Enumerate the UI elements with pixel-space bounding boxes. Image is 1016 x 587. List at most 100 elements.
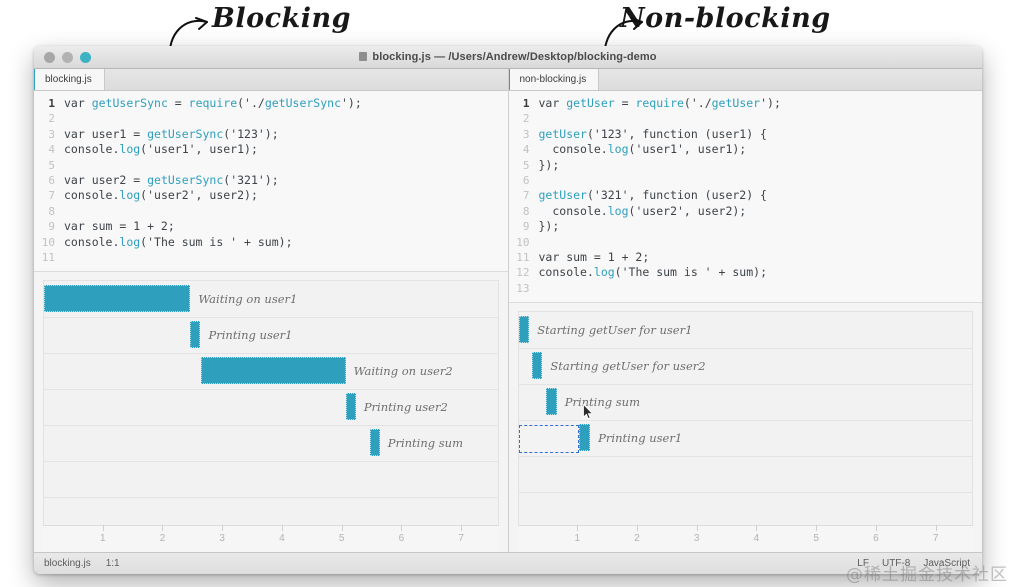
axis-tick <box>102 525 104 531</box>
chart-row-divider <box>518 456 972 458</box>
document-icon <box>359 52 368 61</box>
editor-window: blocking.js — /Users/Andrew/Desktop/bloc… <box>34 46 982 574</box>
axis-tick <box>935 525 937 531</box>
code-line: 13 <box>509 281 983 296</box>
timeline-chart-non-blocking[interactable]: Starting getUser for user1 Starting getUs… <box>517 311 973 525</box>
chart-row-divider <box>44 497 498 499</box>
axis-tick-label: 3 <box>693 533 700 544</box>
axis-tick-label: 2 <box>159 533 166 544</box>
code-text <box>64 250 71 265</box>
window-title-wrap: blocking.js — /Users/Andrew/Desktop/bloc… <box>34 51 982 63</box>
timeline-bar-label: Printing user1 <box>598 431 683 446</box>
code-line: 11 <box>34 250 508 265</box>
status-caret: 1:1 <box>105 558 120 569</box>
tab-label: blocking.js <box>45 74 92 85</box>
line-number: 4 <box>522 143 530 157</box>
axis-tick-label: 6 <box>398 533 405 544</box>
status-encoding[interactable]: UTF-8 <box>881 558 911 569</box>
line-number: 2 <box>522 112 530 126</box>
chart-row-divider <box>518 420 972 422</box>
status-language[interactable]: JavaScript <box>923 558 970 569</box>
code-line: 8 <box>34 204 508 219</box>
line-number: 1 <box>522 97 530 110</box>
code-text: console.log('user2', user2); <box>538 203 747 218</box>
code-text: var getUser = require('./getUser'); <box>538 96 781 110</box>
line-number: 3 <box>522 127 530 141</box>
tabstrip-right: non-blocking.js <box>508 69 982 91</box>
status-left: blocking.js 1:1 <box>44 558 120 569</box>
line-number: 1 <box>48 97 55 110</box>
chart-row-divider <box>44 425 498 427</box>
code-editor-blocking[interactable]: 1 var getUserSync = require('./getUserSyn… <box>34 91 508 273</box>
axis-tick-label: 1 <box>574 533 581 544</box>
axis-tick-label: 2 <box>634 533 640 544</box>
axis-tick-label: 7 <box>932 533 939 544</box>
line-number: 11 <box>41 250 55 264</box>
code-line: 2 <box>509 111 983 126</box>
chart-row-divider <box>518 492 972 494</box>
code-line: 3 getUser('123', function (user1) { <box>509 127 983 142</box>
tab-blocking-js[interactable]: blocking.js <box>34 69 105 90</box>
line-number: 3 <box>48 127 55 141</box>
tab-non-blocking-js[interactable]: non-blocking.js <box>508 69 600 90</box>
close-button[interactable] <box>44 51 55 63</box>
minimize-button[interactable] <box>62 51 73 63</box>
code-line: 6 <box>509 173 983 188</box>
timeline-bar[interactable] <box>531 352 543 380</box>
axis-tick-label: 4 <box>753 533 760 544</box>
timeline-axis-non-blocking: 1 2 3 4 5 6 7 <box>517 525 973 552</box>
status-line-ending[interactable]: LF <box>857 558 869 569</box>
axis-tick <box>341 525 343 531</box>
code-line: 6 var user2 = getUserSync('321'); <box>34 173 508 188</box>
timeline-bar[interactable] <box>44 285 191 313</box>
timeline-bar-label: Printing sum <box>564 395 640 410</box>
tab-label: non-blocking.js <box>519 74 587 85</box>
code-text: console.log('The sum is ' + sum); <box>64 234 293 249</box>
code-text: }); <box>538 157 560 172</box>
code-line: 3 var user1 = getUserSync('123'); <box>34 127 508 142</box>
code-text <box>539 111 546 126</box>
code-line: 1 var getUserSync = require('./getUserSyn… <box>34 96 508 111</box>
timeline-bar[interactable] <box>369 429 380 457</box>
window-title: blocking.js — /Users/Andrew/Desktop/bloc… <box>372 51 657 63</box>
axis-tick-label: 5 <box>813 533 819 544</box>
zoom-button[interactable] <box>80 51 91 63</box>
status-file: blocking.js <box>44 558 91 569</box>
code-text: }); <box>538 219 560 234</box>
code-text: var sum = 1 + 2; <box>64 219 175 234</box>
line-number: 8 <box>522 204 530 218</box>
timeline-bar[interactable] <box>518 316 530 344</box>
code-line: 5}); <box>509 158 983 173</box>
axis-tick <box>875 525 877 531</box>
timeline-bar[interactable] <box>579 424 591 452</box>
code-text <box>64 111 71 126</box>
chart-row-divider <box>44 317 498 319</box>
line-number: 2 <box>48 112 55 126</box>
axis-tick <box>222 525 224 531</box>
axis-tick-label: 6 <box>873 533 879 544</box>
timeline-chart-blocking[interactable]: Waiting on user1 Printing user1 Waiting on… <box>43 280 499 525</box>
line-number: 7 <box>48 189 55 203</box>
chart-row-divider <box>44 461 498 463</box>
axis-tick-label: 3 <box>219 533 225 544</box>
timeline-bar[interactable] <box>545 388 557 416</box>
timeline-bar[interactable] <box>345 393 356 421</box>
chart-row-divider <box>518 384 972 386</box>
code-line: 1 var getUser = require('./getUser'); <box>509 96 983 111</box>
timeline-bar[interactable] <box>190 321 201 349</box>
line-number: 13 <box>516 281 530 295</box>
code-line: 5 <box>34 158 508 173</box>
timeline-bar-label: Waiting on user1 <box>198 292 298 307</box>
code-text <box>64 158 71 173</box>
line-number: 9 <box>522 220 530 234</box>
code-text: console.log('The sum is ' + sum); <box>538 265 768 280</box>
title-bar[interactable]: blocking.js — /Users/Andrew/Desktop/bloc… <box>34 46 982 69</box>
axis-tick <box>281 525 283 531</box>
timeline-bar-label: Printing user2 <box>363 400 448 415</box>
timeline-bar[interactable] <box>200 357 346 385</box>
line-number: 5 <box>522 158 530 172</box>
code-text <box>64 204 71 219</box>
selection-box[interactable] <box>518 425 580 454</box>
line-number: 8 <box>48 204 55 218</box>
